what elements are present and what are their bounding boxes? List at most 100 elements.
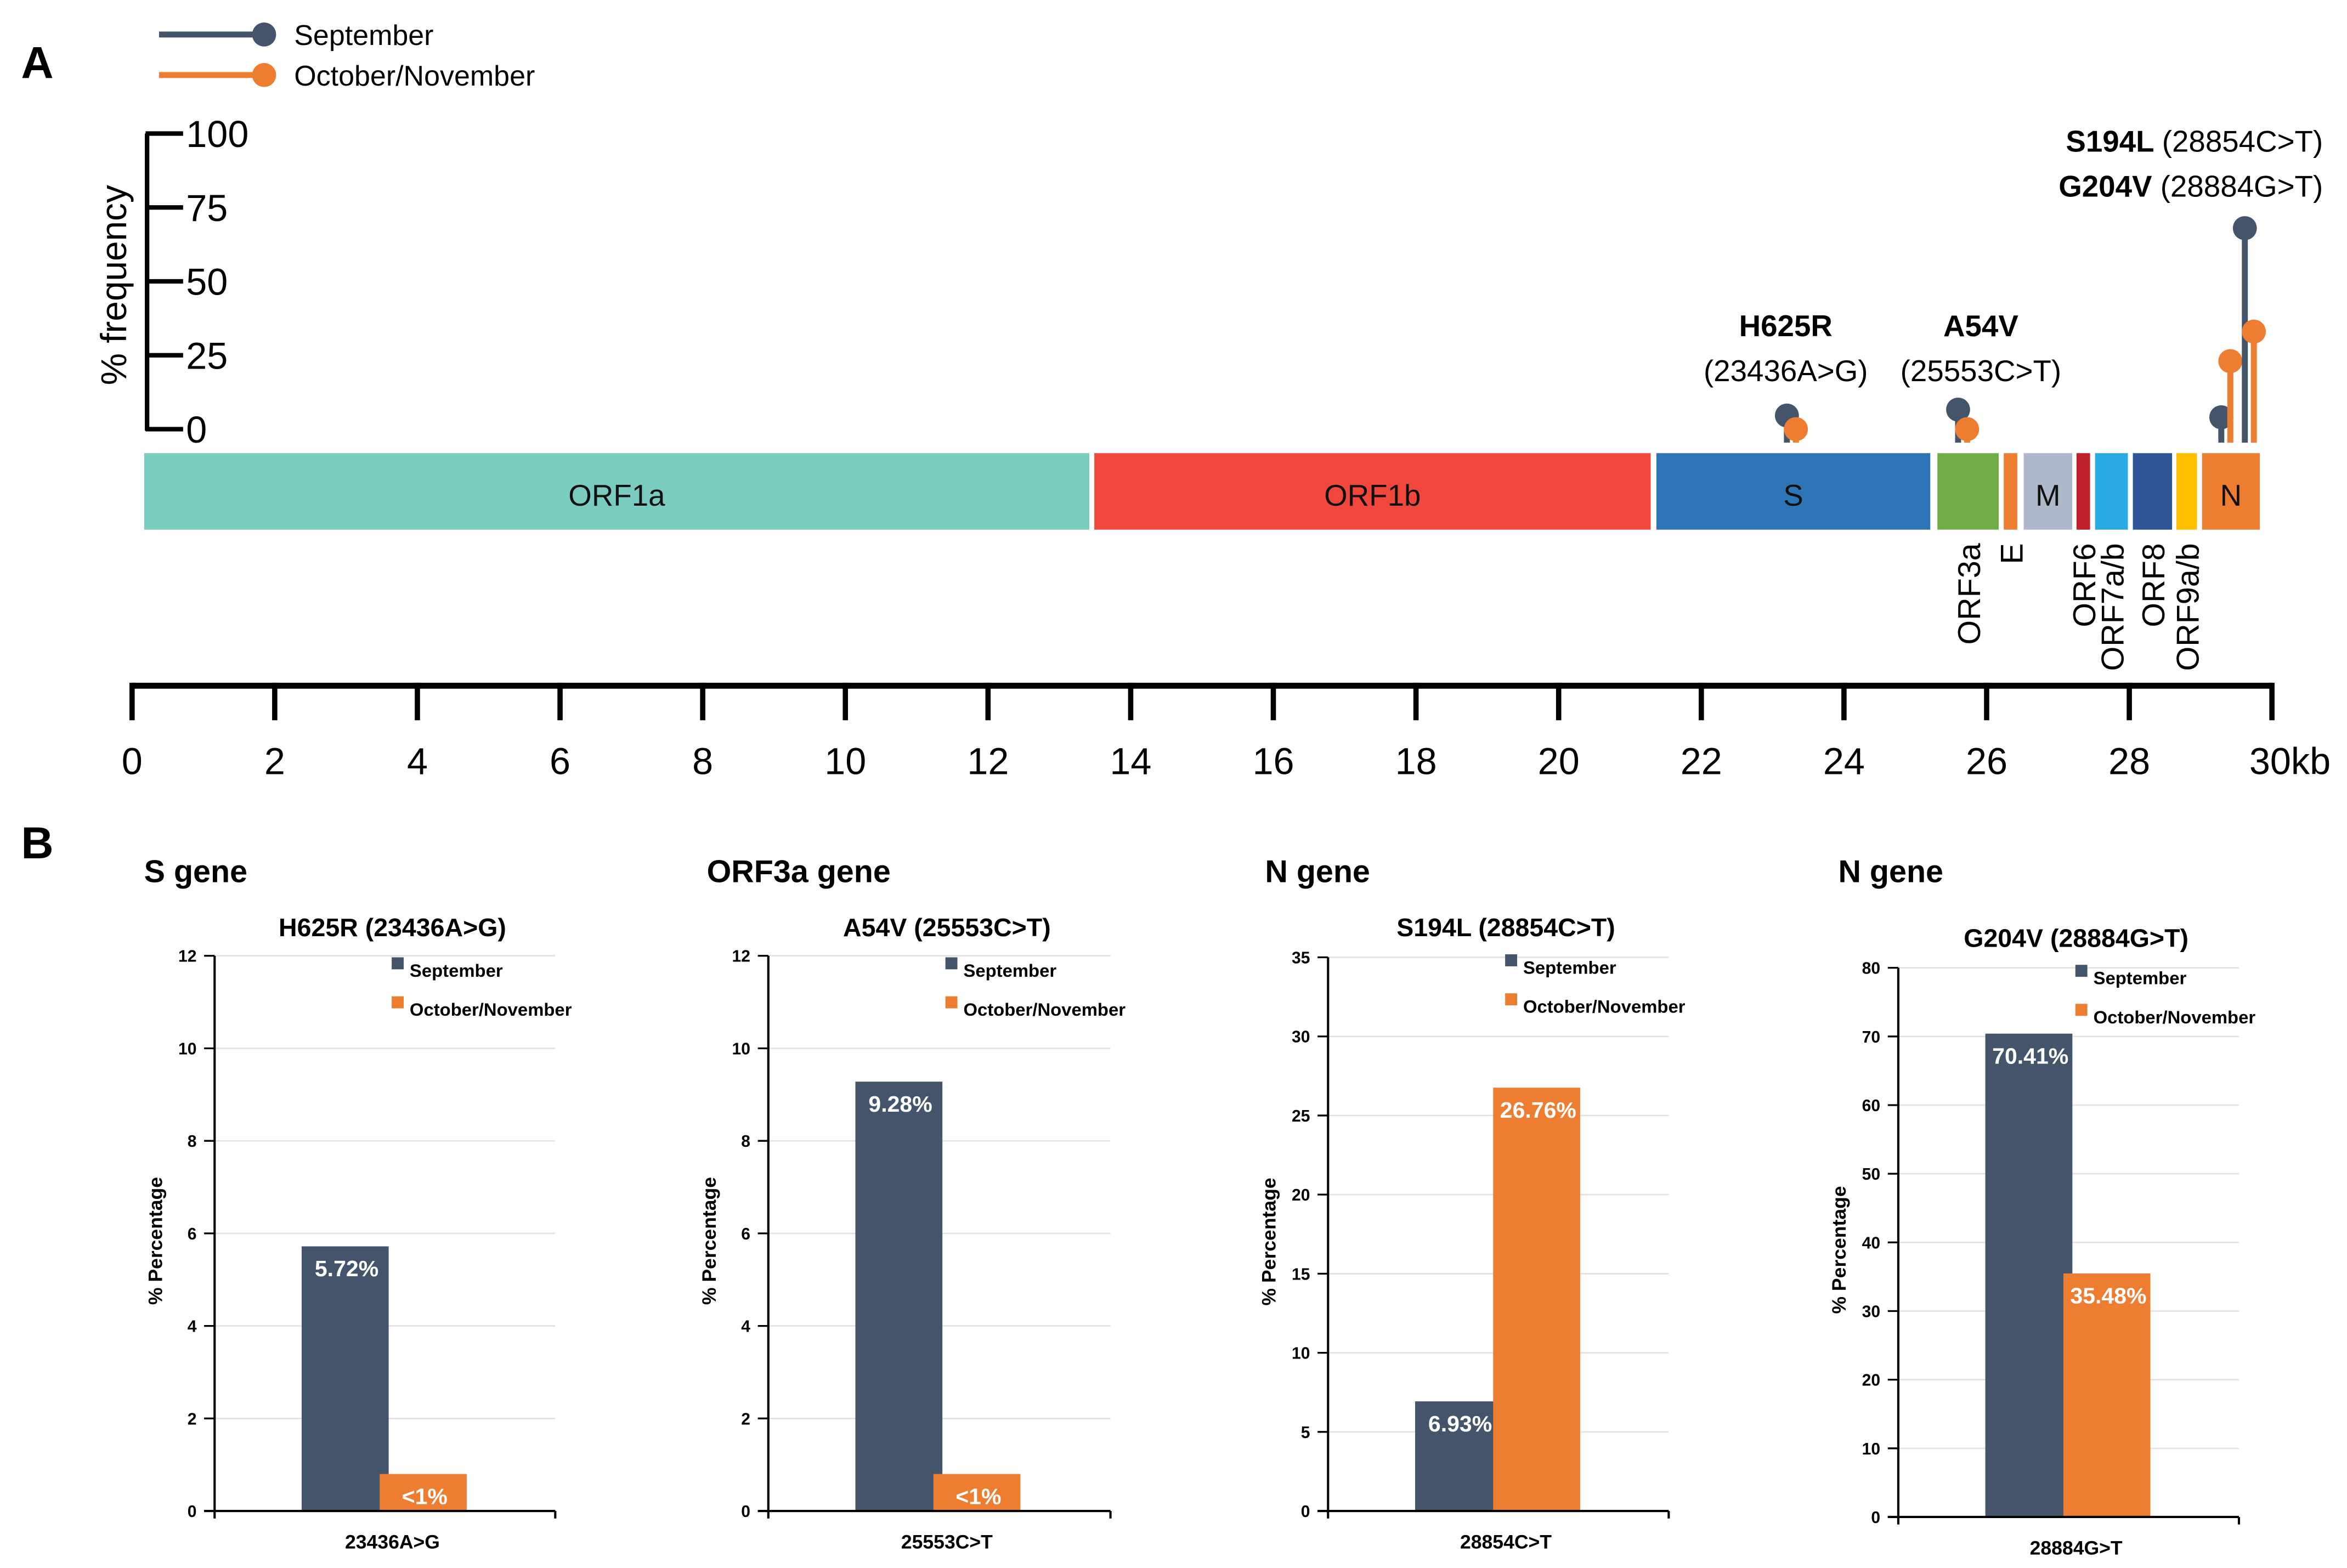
legend-a: September October/November: [159, 20, 535, 92]
bar-september: [301, 1246, 389, 1512]
gene-label: ORF6: [2067, 543, 2102, 627]
data-label: 35.48%: [2070, 1283, 2146, 1309]
legend-swatch: [1505, 993, 1518, 1006]
freq-axis-title: % frequency: [94, 185, 134, 385]
y-tick-label: 10: [1292, 1345, 1310, 1363]
gene-label: ORF3a: [1952, 543, 1987, 644]
x-category-label: 28854C>T: [1460, 1531, 1552, 1553]
y-tick-label: 2: [741, 1410, 750, 1428]
freq-tick-label: 75: [186, 188, 228, 229]
data-label: 6.93%: [1428, 1411, 1492, 1436]
legend-label: October/November: [963, 999, 1126, 1020]
y-tick-label: 50: [1862, 1165, 1880, 1184]
y-axis-title: % Percentage: [698, 1177, 720, 1305]
y-tick-label: 8: [741, 1133, 750, 1151]
y-tick-label: 25: [1292, 1107, 1310, 1125]
genome-tick-label: 28: [2108, 741, 2150, 783]
gene-label: ORF1a: [568, 478, 665, 512]
gene-label: S: [1783, 478, 1803, 512]
genome-tick-label: 2: [264, 741, 285, 783]
bar-chart-1: S gene H625R (23436A>G) 0 2 4 6 8 10 12 % Percent…: [144, 854, 572, 1553]
gene-s: [1656, 453, 1931, 530]
y-tick-label: 80: [1862, 960, 1880, 978]
y-axis-title: % Percentage: [145, 1177, 167, 1305]
y-tick-label: 15: [1292, 1265, 1310, 1283]
data-label: <1%: [955, 1484, 1001, 1509]
gene-e: [2004, 453, 2017, 530]
bar-octnov: [2063, 1273, 2151, 1517]
genome-tick-label: 18: [1395, 741, 1437, 783]
lollipop-head-octnov: [1784, 417, 1808, 441]
legend-label: September: [2094, 968, 2187, 988]
genome-tick-label: 24: [1823, 741, 1865, 783]
data-label: 5.72%: [315, 1256, 378, 1281]
genome-tick-label: 12: [967, 741, 1009, 783]
gene-label: M: [2035, 478, 2061, 512]
lollipop-head-octnov: [1955, 417, 1980, 441]
y-axis-title: % Percentage: [1258, 1178, 1280, 1305]
x-category-label: 28884G>T: [2030, 1537, 2123, 1559]
gene-title: N gene: [1838, 854, 1943, 890]
y-tick-label: 30: [1292, 1028, 1310, 1046]
y-tick-label: 4: [741, 1318, 750, 1336]
legend-swatch: [1505, 954, 1518, 966]
legend-label: September: [963, 960, 1056, 981]
y-tick-label: 12: [732, 948, 750, 966]
mutation-label: G204V (28884G>T): [2058, 169, 2323, 203]
gene-n: [2202, 453, 2260, 530]
bar-octnov: [380, 1474, 467, 1512]
lollipop-head-octnov: [2242, 319, 2266, 344]
mutation-nt: (28854C>T): [2162, 124, 2323, 158]
x-category-label: 23436A>G: [345, 1531, 440, 1553]
y-tick-label: 10: [732, 1040, 750, 1058]
y-tick-label: 6: [741, 1225, 750, 1243]
gene-label: ORF9a/b: [2171, 543, 2206, 671]
legend-swatch: [2075, 965, 2088, 977]
y-tick-label: 0: [1871, 1509, 1880, 1527]
legend-swatch: [392, 996, 404, 1009]
y-tick-label: 10: [1862, 1440, 1880, 1458]
y-tick-label: 4: [188, 1318, 197, 1336]
panel-a-label: A: [21, 38, 53, 88]
y-tick-label: 20: [1862, 1372, 1880, 1390]
genome-tick-label: 14: [1110, 741, 1151, 783]
legend-swatch: [2075, 1004, 2088, 1016]
y-tick-label: 60: [1862, 1097, 1880, 1115]
gene-orf1a: [144, 453, 1090, 530]
gene-orf7ab: [2095, 453, 2128, 530]
bar-september: [1415, 1401, 1502, 1512]
y-tick-label: 2: [188, 1410, 197, 1428]
y-tick-label: 0: [1301, 1503, 1310, 1521]
gene-title: S gene: [144, 854, 247, 890]
lollipop-head-september: [1946, 398, 1970, 422]
data-label: 70.41%: [1992, 1043, 2068, 1068]
bar-chart-3: N gene S194L (28854C>T) 0 5 10 15 20 25 30 35 % Pe…: [1258, 854, 1686, 1553]
y-tick-label: 8: [188, 1133, 197, 1151]
data-label: 26.76%: [1500, 1097, 1576, 1123]
mutation-name: A54V: [1943, 309, 2018, 343]
mutation-label: S194L (28854C>T): [2066, 124, 2323, 158]
genome-tick-label: 20: [1538, 741, 1580, 783]
bar-octnov: [1493, 1088, 1580, 1512]
freq-tick-label: 25: [186, 335, 228, 377]
gene-label: ORF7a/b: [2095, 543, 2130, 671]
chart-title: S194L (28854C>T): [1396, 913, 1615, 942]
freq-tick-label: 100: [186, 114, 248, 155]
y-tick-label: 35: [1292, 949, 1310, 967]
mutation-nt: (25553C>T): [1901, 354, 2061, 388]
y-tick-label: 0: [188, 1503, 197, 1521]
lollipop-head-octnov: [2218, 349, 2243, 373]
legend-september-marker: [252, 22, 276, 47]
legend-label: October/November: [2094, 1007, 2256, 1027]
panel-b-label: B: [21, 818, 53, 868]
y-tick-label: 5: [1301, 1424, 1310, 1442]
mutation-name: H625R: [1739, 309, 1833, 343]
gene-label: E: [1994, 543, 2029, 564]
genome-tick-label: 30kb: [2249, 741, 2331, 783]
legend-swatch: [392, 957, 404, 970]
legend-label: September: [410, 960, 503, 981]
gene-orf6: [2076, 453, 2090, 530]
lollipop-head-september: [2232, 216, 2257, 240]
y-axis-title: % Percentage: [1828, 1186, 1850, 1314]
mutation-nt: (23436A>G): [1704, 354, 1868, 388]
